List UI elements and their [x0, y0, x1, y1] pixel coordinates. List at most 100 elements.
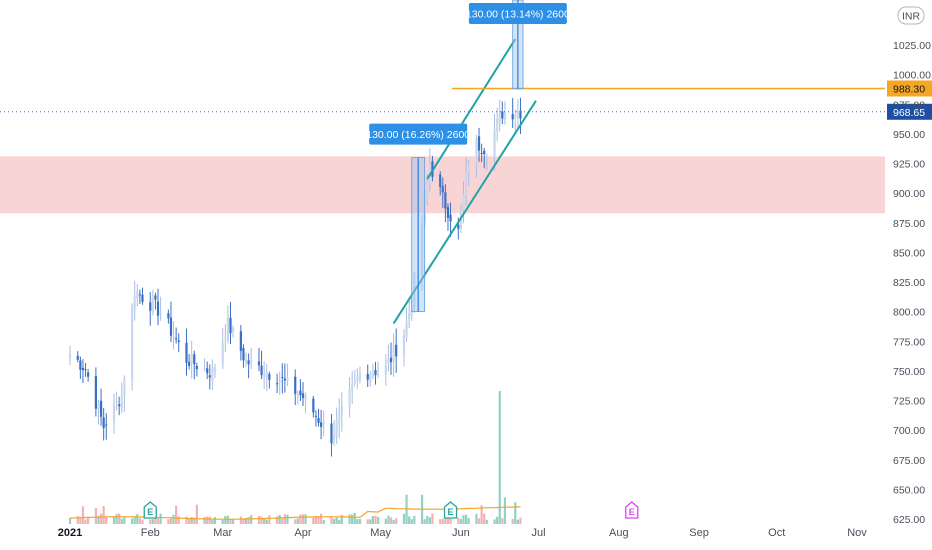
candle-body	[123, 378, 126, 396]
candle-body	[136, 291, 139, 299]
candle-body	[358, 372, 362, 379]
measure-label: 130.00 (16.26%) 2600	[366, 129, 470, 141]
volume-bar	[115, 514, 118, 524]
volume-bar	[79, 517, 82, 524]
candle-body	[244, 359, 248, 363]
candle-body	[408, 313, 411, 320]
candle-body	[213, 367, 217, 372]
volume-bar	[444, 514, 447, 524]
candle-body	[519, 110, 522, 119]
candle-body	[483, 150, 486, 155]
candle-body	[475, 138, 478, 165]
candle-body	[304, 394, 307, 401]
candle-body	[446, 207, 450, 219]
volume-bar	[283, 514, 286, 524]
y-tick-label: 775.00	[893, 336, 925, 348]
candle-body	[167, 313, 170, 319]
candle-body	[281, 376, 284, 378]
candle-body	[118, 404, 121, 407]
candle-body	[154, 295, 157, 300]
candle-body	[224, 338, 227, 340]
volume-bar	[402, 513, 406, 524]
candle-body	[511, 114, 514, 120]
candle-body	[151, 297, 154, 313]
candle-body	[175, 338, 178, 340]
y-tick-label: 625.00	[893, 514, 925, 526]
candle-body	[514, 115, 517, 118]
y-tick-label: 900.00	[893, 188, 925, 200]
volume-bar	[123, 516, 126, 524]
volume-bar	[159, 513, 162, 524]
candle-body	[79, 360, 82, 370]
volume-bar	[276, 516, 279, 524]
candle-body	[320, 422, 323, 427]
candle-body	[338, 413, 341, 423]
candle-body	[263, 374, 266, 378]
volume-bar	[105, 517, 108, 524]
volume-bar	[498, 391, 501, 524]
volume-bar	[81, 506, 85, 524]
candle-body	[376, 371, 380, 373]
earnings-marker-shape	[443, 501, 458, 519]
volume-bar	[195, 504, 198, 524]
volume-bar	[226, 515, 230, 524]
volume-bar	[413, 515, 416, 524]
volume-bar	[141, 519, 144, 524]
candle-body	[226, 316, 230, 341]
y-tick-label: 975.00	[893, 99, 925, 111]
volume-bar	[136, 514, 139, 524]
volume-bar	[224, 515, 227, 524]
volume-bar	[239, 516, 242, 524]
candle-body	[81, 367, 85, 371]
x-tick-label: Nov	[847, 527, 867, 539]
candle-body	[340, 406, 343, 416]
candle-body	[242, 347, 245, 361]
volume-bar	[348, 514, 351, 524]
resistance-tag-text: 988.30	[893, 83, 925, 95]
volume-bar	[185, 516, 188, 524]
x-tick-label: May	[370, 527, 391, 539]
candle-body	[190, 353, 193, 363]
volume-bar	[156, 518, 160, 524]
volume-bar	[84, 519, 87, 524]
candle-body	[462, 193, 465, 210]
volume-bar	[519, 517, 522, 524]
volume-bar	[374, 515, 377, 524]
volume-bar	[389, 517, 393, 524]
candle-body	[102, 417, 105, 429]
currency-badge: INR	[897, 6, 925, 25]
y-tick-label: 675.00	[893, 455, 925, 467]
y-tick-label: 1000.00	[893, 70, 931, 82]
volume-bar	[431, 513, 434, 524]
volume-bar	[260, 516, 263, 524]
candle-body	[76, 355, 79, 360]
volume-bar	[193, 517, 196, 524]
candle-body	[193, 354, 196, 365]
y-tick-label: 700.00	[893, 425, 925, 437]
candle-body	[195, 366, 198, 370]
candle-body	[503, 112, 507, 121]
volume-bar	[410, 519, 413, 524]
candle-body	[426, 181, 429, 200]
axes-layer: 2021 Feb Mar Apr May Jun Jul Aug Sep Oct Nov 625.00…	[58, 6, 931, 539]
currency-badge-bg	[897, 6, 925, 25]
y-tick-label: 875.00	[893, 218, 925, 230]
candle-body	[353, 380, 356, 384]
volume-bar	[353, 512, 356, 524]
candle-body	[312, 398, 315, 413]
volume-bar	[154, 518, 157, 524]
candle-body	[374, 370, 377, 376]
volume-bar	[366, 519, 369, 524]
volume-bar	[467, 518, 470, 524]
y-tick-label: 650.00	[893, 484, 925, 496]
volume-bar	[120, 518, 123, 524]
volume-bar	[151, 519, 154, 524]
candle-body	[371, 373, 374, 376]
candle-body	[464, 172, 468, 197]
earnings-marker: E	[143, 501, 157, 519]
volume-bar	[118, 513, 121, 524]
candle-body	[501, 111, 504, 119]
channel-upper-line	[426, 38, 517, 180]
candle-body	[120, 394, 123, 409]
